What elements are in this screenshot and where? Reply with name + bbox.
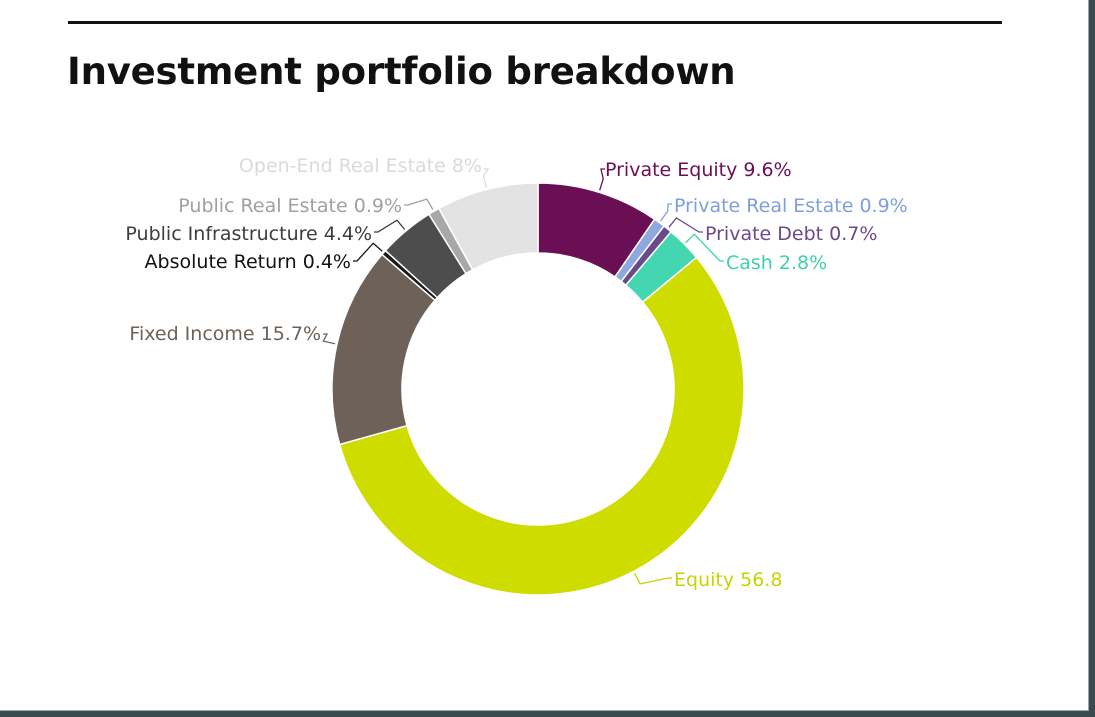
label-private-real-estate: Private Real Estate 0.9%	[674, 195, 908, 217]
leader-line-private-equity	[599, 168, 605, 191]
slice-open-end-real-estate	[437, 182, 539, 271]
slice-equity	[338, 256, 745, 596]
data-labels: Private Equity 9.6% Private Real Estate 0…	[125, 155, 907, 591]
leader-line-fixed-income	[322, 333, 336, 345]
leader-line-absolute-return	[353, 242, 383, 262]
leader-line-cash	[685, 233, 724, 262]
label-open-end-real-estate: Open-End Real Estate 8%	[239, 155, 482, 177]
leader-line-open-end-real-estate	[482, 168, 490, 188]
chart-title: Investment portfolio breakdown	[67, 50, 736, 93]
title-rule	[68, 21, 1002, 24]
leader-lines	[322, 168, 724, 585]
label-public-infrastructure: Public Infrastructure 4.4%	[125, 223, 372, 245]
label-absolute-return: Absolute Return 0.4%	[145, 251, 351, 273]
label-fixed-income: Fixed Income 15.7%	[129, 323, 321, 345]
label-private-equity: Private Equity 9.6%	[605, 159, 792, 181]
leader-line-public-infrastructure	[374, 219, 406, 233]
label-private-debt: Private Debt 0.7%	[705, 223, 877, 245]
leader-line-equity	[633, 572, 672, 585]
leader-line-private-debt	[668, 217, 703, 233]
label-cash: Cash 2.8%	[726, 252, 827, 274]
label-public-real-estate: Public Real Estate 0.9%	[178, 195, 402, 217]
leader-line-public-real-estate	[404, 198, 434, 210]
label-equity: Equity 56.8	[674, 569, 782, 591]
leader-line-private-real-estate	[660, 203, 672, 222]
donut-slices	[331, 182, 745, 596]
